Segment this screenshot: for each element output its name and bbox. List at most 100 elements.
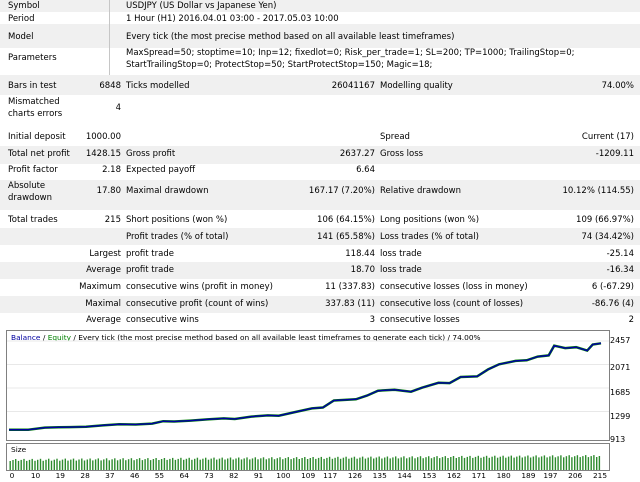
symbol-value: USDJPY (US Dollar vs Japanese Yen) — [126, 1, 277, 11]
maximal-wins-value: 337.83 (11) — [325, 299, 375, 309]
size-bar — [138, 458, 141, 470]
x-label: 135 — [372, 471, 387, 480]
size-bar — [188, 457, 190, 470]
x-label: 0 — [9, 471, 15, 480]
title-separator: / — [40, 333, 48, 342]
size-bar — [433, 457, 435, 470]
maximal-losses-value: -86.76 (4) — [591, 299, 634, 309]
size-bar — [199, 459, 201, 470]
maximum-label: Maximum — [79, 282, 121, 292]
size-bar — [574, 456, 576, 470]
period-label: Period — [8, 14, 35, 24]
size-bar — [598, 456, 601, 470]
size-bar — [521, 457, 523, 470]
size-bar — [582, 456, 584, 470]
size-bar — [587, 457, 590, 470]
size-bar — [141, 460, 144, 470]
x-label: 189 — [521, 471, 536, 480]
loss-trades-label: Loss trades (% of total) — [380, 232, 479, 242]
size-bar — [276, 458, 278, 470]
spread-value: Current (17) — [581, 132, 634, 142]
size-bar — [488, 457, 490, 470]
size-bar — [133, 460, 135, 470]
size-bar — [238, 457, 240, 470]
y-label-1: 2071 — [610, 363, 631, 372]
abs-drawdown-label-2: drawdown — [8, 193, 52, 203]
size-bar — [210, 458, 212, 470]
rel-drawdown-value: 10.12% (114.55) — [562, 186, 635, 196]
gross-loss-label: Gross loss — [380, 149, 424, 159]
size-bar — [94, 459, 97, 470]
size-bar — [502, 455, 504, 470]
size-bar — [339, 458, 342, 470]
size-bar — [323, 458, 325, 470]
size-bar — [507, 456, 510, 470]
profit-factor-label: Profit factor — [8, 165, 58, 175]
x-label: 117 — [323, 471, 338, 480]
size-bar — [596, 457, 598, 470]
ticks-value: 26041167 — [331, 81, 375, 91]
size-bar — [15, 459, 17, 470]
size-bar — [375, 457, 378, 470]
size-bar — [50, 460, 53, 470]
size-bar — [232, 459, 234, 470]
size-bar — [268, 458, 270, 470]
chart-title: Balance / Equity / Every tick (the most … — [11, 333, 481, 342]
x-label: 91 — [253, 471, 264, 480]
size-bar — [306, 459, 309, 470]
size-bar — [557, 456, 559, 470]
size-bar — [450, 457, 452, 470]
symbol-label: Symbol — [8, 1, 40, 11]
size-bar — [108, 460, 110, 470]
y-label-2: 1685 — [610, 388, 631, 397]
size-bar — [389, 458, 391, 470]
size-bar — [546, 457, 548, 470]
size-bar — [67, 460, 69, 470]
size-bar — [411, 456, 413, 470]
size-bar — [12, 460, 14, 470]
x-label: 28 — [80, 471, 90, 480]
size-bar — [149, 460, 152, 470]
size-bar — [367, 457, 369, 470]
long-positions-value: 109 (66.97%) — [576, 215, 634, 225]
size-bar — [160, 459, 163, 470]
size-bar — [229, 457, 232, 470]
abs-drawdown-label-1: Absolute — [8, 181, 46, 191]
x-label: 153 — [422, 471, 437, 480]
size-bar — [477, 455, 479, 470]
size-bar — [403, 456, 405, 470]
abs-drawdown-value: 17.80 — [96, 186, 121, 196]
average-loss-value: -16.34 — [606, 265, 634, 275]
size-bar — [350, 457, 353, 470]
size-bar — [45, 459, 47, 470]
profit-trades-value: 141 (65.58%) — [317, 232, 375, 242]
equity-line — [9, 342, 602, 431]
size-bar — [527, 455, 529, 470]
size-bar — [158, 460, 160, 470]
deposit-value: 1000.00 — [85, 132, 121, 142]
size-bar — [125, 460, 127, 470]
spread-label: Spread — [380, 132, 410, 142]
size-bar — [563, 457, 565, 470]
size-bar — [518, 455, 521, 470]
chart-plot — [7, 340, 609, 431]
size-bar — [392, 457, 394, 470]
mismatched-label-2: charts errors — [8, 109, 63, 119]
mismatched-value: 4 — [115, 103, 121, 113]
size-bar — [458, 457, 460, 470]
size-bar — [441, 457, 444, 470]
size-bar — [216, 459, 218, 470]
size-bar — [312, 457, 314, 470]
size-bar — [86, 459, 88, 470]
size-bar — [81, 458, 83, 470]
size-bar — [249, 459, 251, 470]
size-bar — [257, 459, 259, 470]
size-bar — [560, 455, 562, 470]
maximal-wins-label: consecutive profit (count of wins) — [126, 299, 269, 309]
size-bar — [42, 460, 44, 470]
size-bar — [97, 458, 99, 470]
largest-loss-value: -25.14 — [606, 249, 634, 259]
size-bar — [496, 457, 499, 470]
size-bar — [147, 458, 149, 470]
balance-line — [9, 342, 602, 431]
